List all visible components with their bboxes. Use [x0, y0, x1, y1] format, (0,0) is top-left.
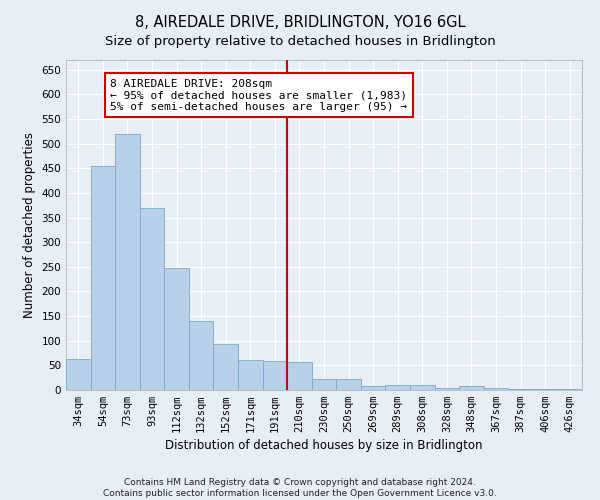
Y-axis label: Number of detached properties: Number of detached properties [23, 132, 36, 318]
Bar [484, 388, 508, 390]
Text: Size of property relative to detached houses in Bridlington: Size of property relative to detached ho… [104, 35, 496, 48]
Bar [533, 389, 557, 390]
Bar [66, 360, 91, 390]
Bar [164, 268, 189, 390]
Bar [214, 344, 238, 390]
Text: 8 AIREDALE DRIVE: 208sqm
← 95% of detached houses are smaller (1,983)
5% of semi: 8 AIREDALE DRIVE: 208sqm ← 95% of detach… [110, 78, 407, 112]
Bar [508, 388, 533, 390]
Bar [189, 321, 214, 390]
Bar [557, 388, 582, 390]
Bar [336, 379, 361, 390]
Bar [263, 362, 287, 390]
Text: 8, AIREDALE DRIVE, BRIDLINGTON, YO16 6GL: 8, AIREDALE DRIVE, BRIDLINGTON, YO16 6GL [135, 15, 465, 30]
Bar [361, 386, 385, 390]
X-axis label: Distribution of detached houses by size in Bridlington: Distribution of detached houses by size … [165, 440, 483, 452]
Bar [238, 360, 263, 390]
Text: Contains HM Land Registry data © Crown copyright and database right 2024.
Contai: Contains HM Land Registry data © Crown c… [103, 478, 497, 498]
Bar [312, 378, 336, 390]
Bar [410, 385, 434, 390]
Bar [459, 386, 484, 390]
Bar [91, 166, 115, 390]
Bar [115, 134, 140, 390]
Bar [140, 208, 164, 390]
Bar [287, 362, 312, 390]
Bar [385, 385, 410, 390]
Bar [434, 388, 459, 390]
